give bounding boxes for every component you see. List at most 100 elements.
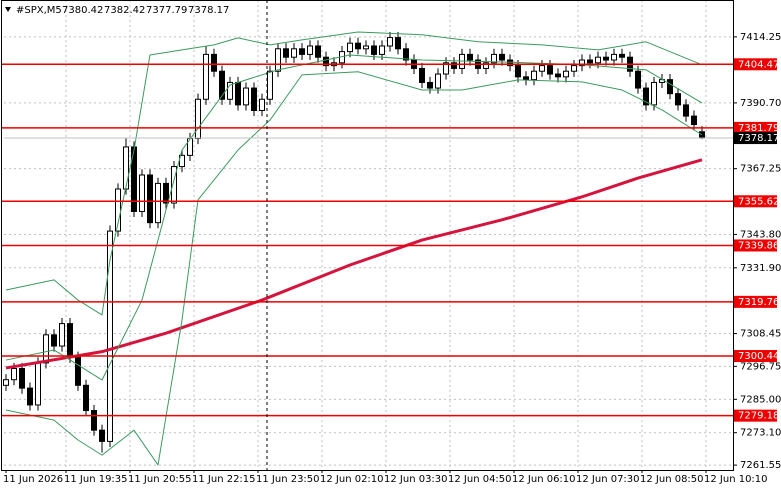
- level-label-bg: [734, 295, 777, 308]
- y-tick-label: 7273.10: [740, 428, 781, 439]
- candle-body: [491, 53, 497, 64]
- candle-body: [155, 182, 161, 224]
- candle-body: [267, 70, 273, 100]
- x-tick-label: 12 Jun 07:30: [576, 474, 640, 485]
- candle-body: [635, 70, 641, 89]
- indicator-line: [5, 71, 703, 466]
- candle-body: [619, 53, 625, 58]
- candle-body: [451, 62, 457, 69]
- x-tick-label: 12 Jun 04:50: [448, 474, 512, 485]
- candle-body: [291, 48, 297, 58]
- frame: [1, 0, 734, 471]
- close-value: 7378.17: [188, 5, 229, 16]
- candle-body: [315, 45, 321, 58]
- candle-body: [203, 53, 209, 100]
- candle-body: [19, 367, 25, 389]
- candle-body: [395, 37, 401, 50]
- candle-body: [67, 323, 73, 358]
- candle-body: [211, 53, 217, 72]
- x-tick-label: 11 Jun 20:55: [128, 474, 192, 485]
- level-label-bg: [734, 239, 777, 252]
- candle-body: [283, 48, 289, 58]
- y-tick-label: 7296.75: [740, 361, 781, 372]
- indicator-line: [5, 158, 703, 370]
- candle-body: [643, 87, 649, 106]
- candle-body: [435, 73, 441, 89]
- candle-body: [443, 62, 449, 75]
- level-label-bg: [734, 121, 777, 134]
- axes: 7414.25 7390.70 7367.25 7343.80 7331.90 7308.…: [3, 32, 781, 485]
- price-label-bg: [734, 132, 777, 145]
- candle-body: [555, 73, 561, 78]
- candle-body: [579, 59, 585, 67]
- candle-body: [323, 56, 329, 67]
- candle-body: [531, 70, 537, 81]
- level-label: 7404.47: [738, 59, 779, 70]
- y-tick-label: 7390.70: [740, 98, 781, 109]
- candle-body: [691, 115, 697, 126]
- candle-body: [275, 48, 281, 72]
- level-label: 7339.86: [738, 240, 779, 251]
- candle-body: [523, 76, 529, 81]
- y-tick-label: 7343.80: [740, 229, 781, 240]
- candle-body: [483, 62, 489, 69]
- symbol: #SPX,M5: [16, 5, 62, 16]
- candle-body: [163, 182, 169, 204]
- candle-body: [75, 356, 81, 386]
- candle-body: [123, 146, 129, 190]
- x-tick-label: 12 Jun 10:10: [704, 474, 768, 485]
- x-tick-label: 11 Jun 22:15: [192, 474, 256, 485]
- candle-body: [675, 93, 681, 106]
- x-tick-label: 12 Jun 08:50: [640, 474, 704, 485]
- candle-body: [243, 87, 249, 106]
- candle-body: [563, 70, 569, 78]
- candle-body: [299, 48, 305, 55]
- candle-body: [131, 146, 137, 212]
- candle-body: [539, 65, 545, 72]
- candle-body: [11, 367, 17, 381]
- candle-body: [403, 48, 409, 61]
- low-value: 7377.79: [146, 5, 187, 16]
- candle-body: [51, 334, 57, 347]
- candle-body: [219, 70, 225, 100]
- y-tick-label: 7414.25: [740, 32, 781, 43]
- candle-body: [91, 410, 97, 431]
- collapse-icon: [5, 7, 11, 12]
- level-label: 7279.18: [738, 411, 779, 422]
- candle-body: [587, 59, 593, 64]
- x-tick-label: 11 Jun 23:50: [256, 474, 320, 485]
- open-value: 7380.42: [62, 5, 103, 16]
- candle-body: [699, 131, 705, 139]
- level-label: 7355.62: [738, 196, 779, 207]
- candle-body: [259, 98, 265, 111]
- x-tick-label: 12 Jun 06:10: [512, 474, 576, 485]
- candle-body: [171, 166, 177, 204]
- candle-body: [83, 384, 89, 412]
- y-tick-label: 7285.00: [740, 394, 781, 405]
- candle-body: [683, 104, 689, 117]
- candle-body: [59, 323, 65, 347]
- candle-body: [235, 81, 241, 106]
- y-tick-label: 7367.25: [740, 164, 781, 175]
- level-label-bg: [734, 195, 777, 208]
- candle-body: [667, 79, 673, 95]
- candle-body: [43, 334, 49, 364]
- candle-body: [347, 42, 353, 53]
- candle-body: [379, 45, 385, 55]
- high-value: 7382.42: [104, 5, 145, 16]
- candle-body: [251, 87, 257, 111]
- candle-body: [499, 53, 505, 61]
- candle-body: [427, 81, 433, 89]
- candle-body: [195, 98, 201, 140]
- candle-body: [147, 174, 153, 224]
- level-label-bg: [734, 58, 777, 71]
- level-label: 7381.79: [738, 123, 779, 134]
- plot: [1, 31, 734, 466]
- candle-body: [419, 67, 425, 83]
- x-tick-label: 12 Jun 03:30: [384, 474, 448, 485]
- candle-body: [547, 65, 553, 75]
- candle-body: [355, 42, 361, 50]
- candle-body: [227, 81, 233, 100]
- candle-body: [595, 56, 601, 64]
- candle-body: [571, 65, 577, 72]
